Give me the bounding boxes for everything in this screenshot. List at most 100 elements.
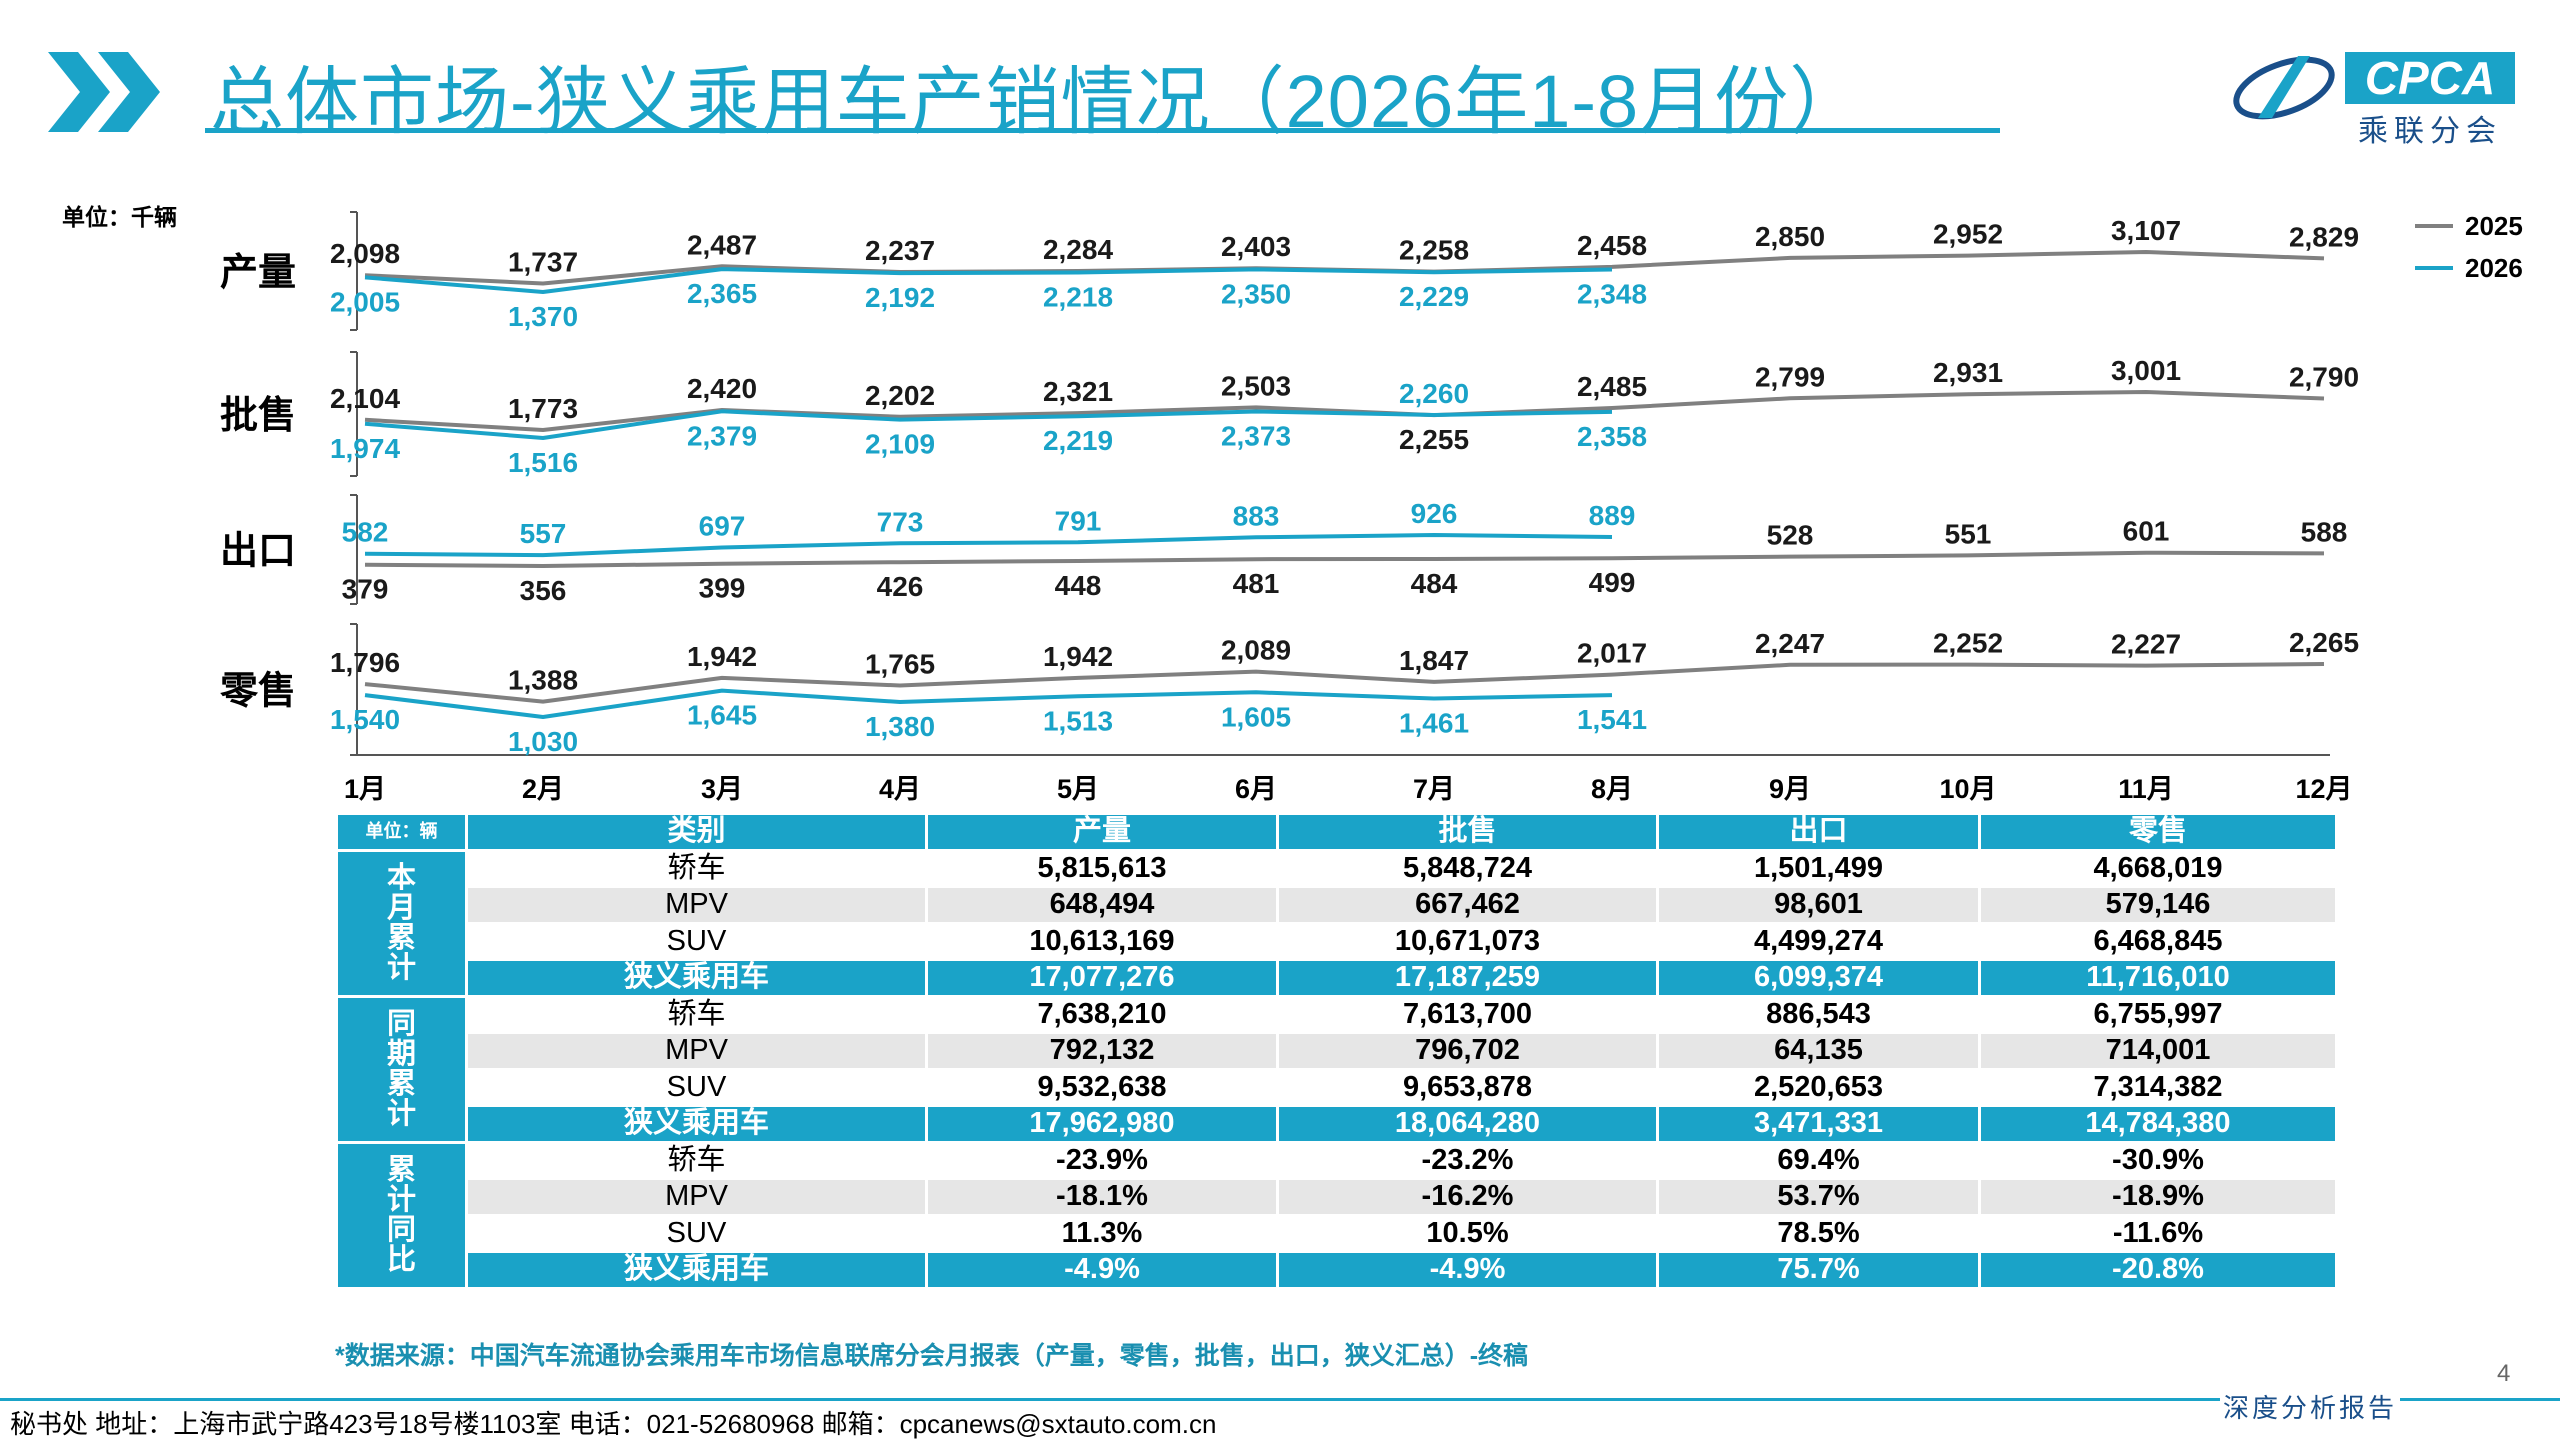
table-cell-value: -11.6% <box>1978 1213 2338 1253</box>
table-cell-category: 狭义乘用车 <box>465 1104 928 1144</box>
table-cell-value: 579,146 <box>1978 885 2338 925</box>
group-label-char: 计 <box>386 1184 416 1216</box>
table-cell-value: -23.9% <box>925 1140 1279 1180</box>
data-label-2025: 484 <box>1411 568 1458 599</box>
table-cell-category: SUV <box>465 1213 928 1253</box>
legend-swatch-2025 <box>2415 224 2453 228</box>
data-label-2025: 379 <box>342 574 389 605</box>
table-cell-category: SUV <box>465 921 928 961</box>
data-label-2025: 2,265 <box>2289 627 2359 658</box>
table-cell-value: 78.5% <box>1656 1213 1981 1253</box>
table-cell-value: 6,468,845 <box>1978 921 2338 961</box>
series-line-2026-panel-1 <box>364 409 1613 440</box>
cpca-logo-icon <box>2233 56 2335 120</box>
data-source-note: *数据来源：中国汽车流通协会乘用车市场信息联席分会月报表（产量，零售，批售，出口… <box>335 1342 1529 1370</box>
table-cell-value: -18.9% <box>1978 1177 2338 1217</box>
data-label-2026: 1,516 <box>508 447 578 478</box>
x-tick-label: 4月 <box>879 774 921 804</box>
report-tag: 深度分析报告 <box>2220 1388 2400 1425</box>
table-row: 累计同比轿车 -23.9% -23.2% 69.4% -30.9% <box>335 1140 2338 1290</box>
table-cell-value: 17,077,276 <box>925 958 1279 998</box>
table-cell-value: 792,132 <box>925 1031 1279 1071</box>
table-cell-value: 6,099,374 <box>1656 958 1981 998</box>
data-label-2026: 697 <box>699 510 746 541</box>
x-tick-label: 5月 <box>1057 774 1099 804</box>
table-cell-category: MPV <box>465 885 928 925</box>
table-cell-value: -4.9% <box>925 1250 1279 1290</box>
chevron-arrows-icon <box>48 52 160 132</box>
series-line-2025-panel-2 <box>364 550 2325 568</box>
data-label-2026: 2,218 <box>1043 281 1113 312</box>
table-cell-value: 3,471,331 <box>1656 1104 1981 1144</box>
panel-label: 零售 <box>220 671 296 713</box>
data-label-2026: 2,192 <box>865 282 935 313</box>
footer-contact: 秘书处 地址：上海市武宁路423号18号楼1103室 电话：021-526809… <box>10 1409 1217 1439</box>
table-cell-value: 11,716,010 <box>1978 958 2338 998</box>
data-label-2025: 2,247 <box>1755 628 1825 659</box>
group-label-char: 累 <box>386 1154 416 1186</box>
table-cell-value: 4,668,019 <box>1978 848 2338 888</box>
table-cell-value: 9,532,638 <box>925 1067 1279 1107</box>
table-cell-value: 69.4% <box>1656 1140 1981 1180</box>
table-cell-value: -18.1% <box>925 1177 1279 1217</box>
table-cell-value: 10,671,073 <box>1276 921 1659 961</box>
data-label-2025: 2,284 <box>1043 234 1113 265</box>
data-label-2025: 2,952 <box>1933 219 2003 250</box>
table-unit-label: 单位：辆 <box>335 812 468 852</box>
table-cell-value: 4,499,274 <box>1656 921 1981 961</box>
data-label-2025: 2,458 <box>1577 230 1647 261</box>
legend-swatch-2026 <box>2415 266 2453 270</box>
x-tick-label: 2月 <box>522 774 564 804</box>
data-label-2026: 1,380 <box>865 711 935 742</box>
data-label-2026: 2,350 <box>1221 278 1291 309</box>
table-row: SUV 10,613,169 10,671,073 4,499,274 6,468,84… <box>337 921 2338 961</box>
x-tick-label: 11月 <box>2118 774 2174 804</box>
title-underline <box>205 128 2000 133</box>
data-label-2025: 1,765 <box>865 648 935 679</box>
group-label-char: 月 <box>386 892 416 924</box>
data-label-2026: 2,365 <box>687 278 757 309</box>
data-label-2025: 2,321 <box>1043 376 1113 407</box>
data-label-2025: 2,487 <box>687 229 757 260</box>
table-row: 本月累计轿车 5,815,613 5,848,724 1,501,499 4,668,0… <box>335 848 2338 998</box>
data-label-2026: 557 <box>520 518 567 549</box>
header-category: 类别 <box>465 812 928 852</box>
footer-divider <box>0 1398 2560 1401</box>
table-group-label: 同期累计 <box>335 994 468 1144</box>
data-label-2026: 2,358 <box>1577 421 1647 452</box>
legend-item-2026: 2026 <box>2415 247 2523 289</box>
data-label-2026: 2,229 <box>1399 281 1469 312</box>
group-label-char: 本 <box>386 862 416 894</box>
table-group-label: 本月累计 <box>335 848 468 998</box>
table-cell-category: 轿车 <box>465 848 928 888</box>
data-label-2025: 399 <box>699 573 746 604</box>
data-label-2025: 2,202 <box>865 380 935 411</box>
data-label-2025: 2,255 <box>1399 424 1469 455</box>
table-cell-value: 64,135 <box>1656 1031 1981 1071</box>
page-number: 4 <box>2497 1360 2511 1387</box>
table-cell-category: MPV <box>465 1031 928 1071</box>
table-cell-value: 18,064,280 <box>1276 1104 1659 1144</box>
data-label-2025: 499 <box>1589 567 1636 598</box>
data-label-2025: 426 <box>877 571 924 602</box>
data-label-2025: 2,829 <box>2289 221 2359 252</box>
table-header-row: 单位：辆 类别 产量 批售 出口 零售 <box>335 812 2338 852</box>
data-label-2025: 2,252 <box>1933 628 2003 659</box>
table-cell-value: 6,755,997 <box>1978 994 2338 1034</box>
table-group-label: 累计同比 <box>335 1140 468 1290</box>
table-cell-value: -23.2% <box>1276 1140 1659 1180</box>
header-production: 产量 <box>925 812 1279 852</box>
data-label-2026: 1,974 <box>330 433 400 464</box>
data-label-2025: 1,942 <box>1043 641 1113 672</box>
group-label-char: 比 <box>386 1244 416 1276</box>
table-cell-value: -16.2% <box>1276 1177 1659 1217</box>
data-label-2025: 481 <box>1233 568 1280 599</box>
table-cell-value: 886,543 <box>1656 994 1981 1034</box>
data-label-2025: 2,420 <box>687 373 757 404</box>
x-tick-label: 7月 <box>1413 774 1455 804</box>
data-label-2025: 2,790 <box>2289 362 2359 393</box>
data-label-2025: 448 <box>1055 570 1102 601</box>
panel-label: 批售 <box>220 395 296 437</box>
data-label-2026: 883 <box>1233 500 1280 531</box>
table-cell-category: 轿车 <box>465 994 928 1034</box>
